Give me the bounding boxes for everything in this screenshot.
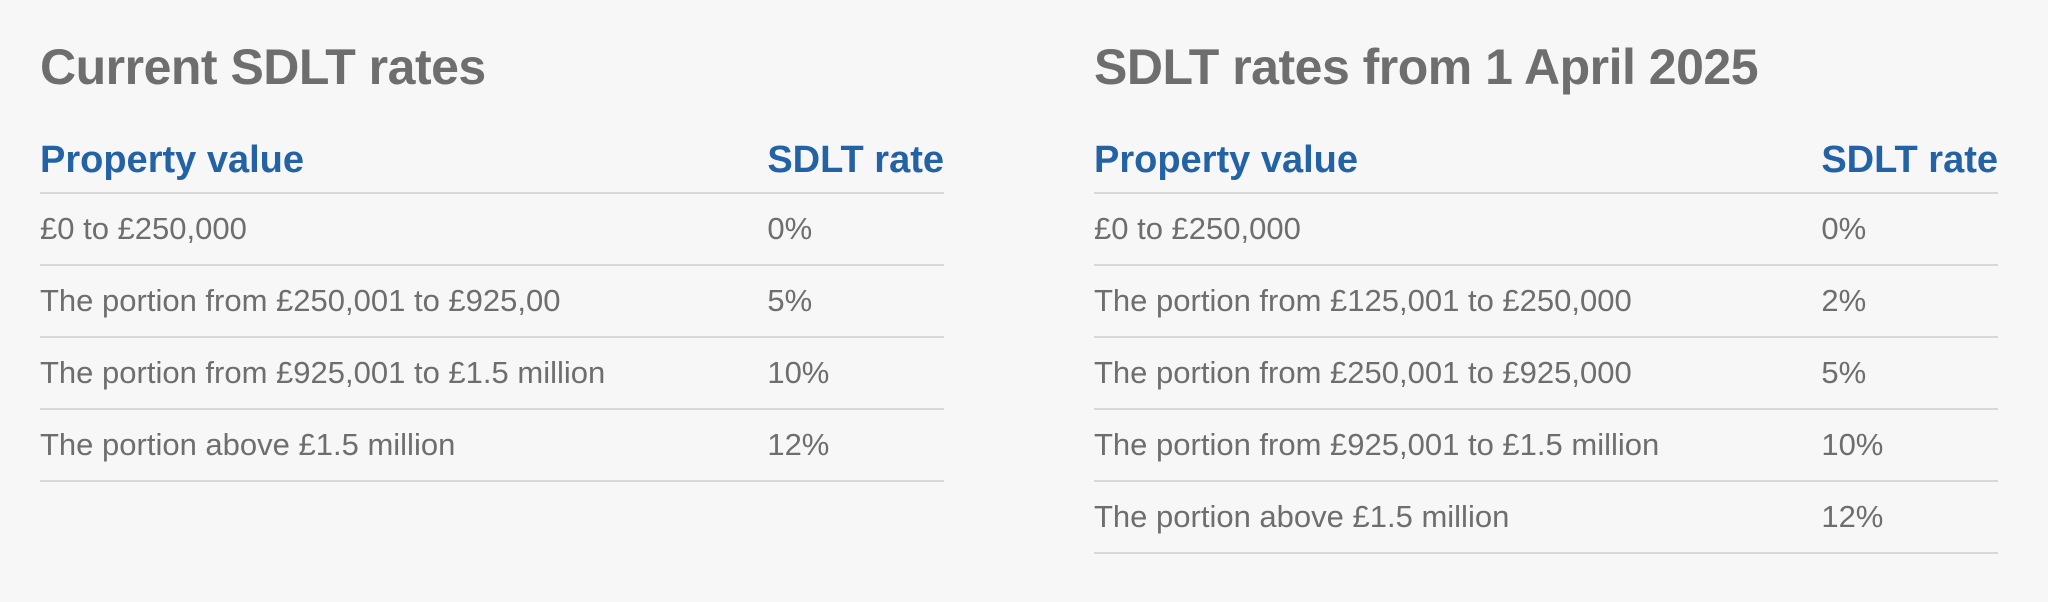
sdlt-rate-cell: 5% [1821, 337, 1998, 410]
table-row: The portion above £1.5 million 12% [40, 409, 944, 482]
property-value-header: Property value [40, 128, 768, 194]
sdlt-rate-cell: 12% [767, 409, 944, 482]
sdlt-rate-cell: 5% [767, 265, 944, 338]
sdlt-rate-cell: 12% [1821, 481, 1998, 554]
table-row: The portion from £125,001 to £250,000 2% [1094, 265, 1998, 338]
table-row: The portion from £250,001 to £925,00 5% [40, 265, 944, 338]
sdlt-rate-cell: 0% [767, 193, 944, 266]
property-value-cell: The portion from £125,001 to £250,000 [1094, 265, 1822, 338]
property-value-header: Property value [1094, 128, 1822, 194]
sdlt-rate-header: SDLT rate [767, 128, 944, 194]
table-row: The portion from £250,001 to £925,000 5% [1094, 337, 1998, 410]
table-header-row: Property value SDLT rate [40, 128, 944, 194]
sdlt-rate-cell: 10% [1821, 409, 1998, 482]
property-value-cell: The portion from £250,001 to £925,00 [40, 265, 768, 338]
sdlt-rate-cell: 0% [1821, 193, 1998, 266]
current-rates-title: Current SDLT rates [40, 39, 486, 95]
table-row: The portion from £925,001 to £1.5 millio… [1094, 409, 1998, 482]
table-row: £0 to £250,000 0% [1094, 193, 1998, 266]
table-row: £0 to £250,000 0% [40, 193, 944, 266]
property-value-cell: The portion above £1.5 million [1094, 481, 1822, 554]
table-row: The portion above £1.5 million 12% [1094, 481, 1998, 554]
future-rates-table: Property value SDLT rate £0 to £250,000 … [1094, 128, 1998, 554]
property-value-cell: The portion from £925,001 to £1.5 millio… [40, 337, 768, 410]
table-row: The portion from £925,001 to £1.5 millio… [40, 337, 944, 410]
sdlt-rate-header: SDLT rate [1821, 128, 1998, 194]
property-value-cell: £0 to £250,000 [1094, 193, 1822, 266]
sdlt-rate-cell: 10% [767, 337, 944, 410]
sdlt-rate-cell: 2% [1821, 265, 1998, 338]
property-value-cell: The portion above £1.5 million [40, 409, 768, 482]
property-value-cell: The portion from £250,001 to £925,000 [1094, 337, 1822, 410]
current-rates-table: Property value SDLT rate £0 to £250,000 … [40, 128, 944, 482]
property-value-cell: £0 to £250,000 [40, 193, 768, 266]
table-header-row: Property value SDLT rate [1094, 128, 1998, 194]
property-value-cell: The portion from £925,001 to £1.5 millio… [1094, 409, 1822, 482]
future-rates-title: SDLT rates from 1 April 2025 [1094, 39, 1759, 95]
